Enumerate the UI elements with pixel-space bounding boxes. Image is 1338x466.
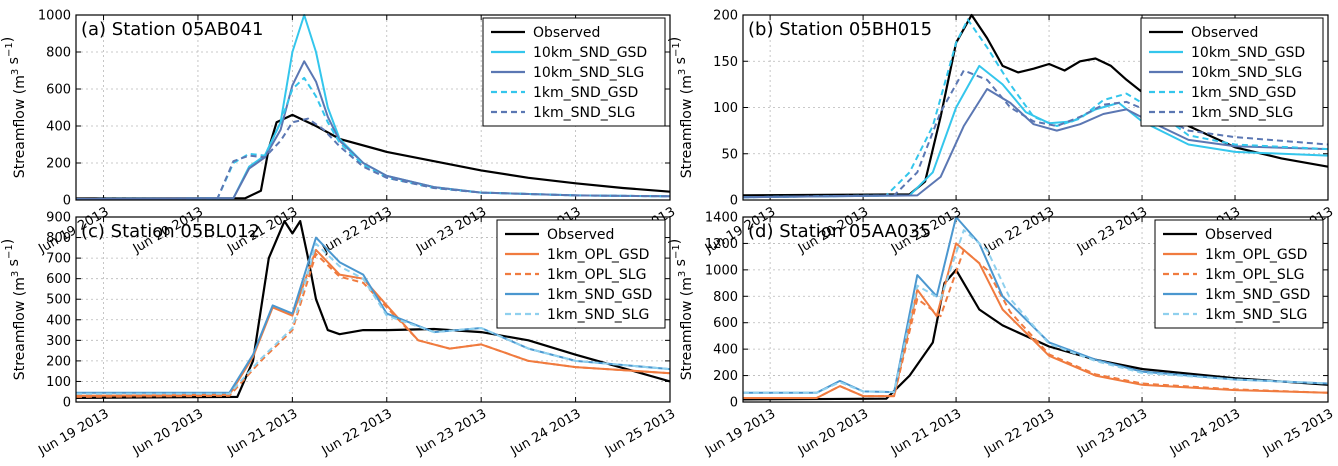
series-line-1km_SND_SLG	[75, 117, 671, 201]
y-tick-label: 0	[63, 396, 71, 411]
y-tick-label: 800	[46, 231, 71, 246]
y-tick-label: 500	[46, 293, 71, 308]
plot-frame	[75, 14, 671, 201]
panel-title: (a) Station 05AB041	[81, 19, 263, 40]
x-tick-label: Jun 24 2013	[1167, 406, 1243, 459]
y-tick-label: 1400	[705, 211, 738, 226]
x-tick-label: Jun 23 2013	[413, 204, 489, 257]
y-tick-label: 150	[713, 55, 738, 70]
legend-label: 1km_SND_GSD	[547, 287, 652, 303]
legend-label: 1km_OPL_SLG	[1205, 267, 1304, 283]
x-tick-label: Jun 25 2013	[602, 406, 678, 459]
legend-label: 10km_SND_GSD	[1191, 45, 1305, 61]
x-tick-label: Jun 22 2013	[981, 406, 1057, 459]
series-line-10km_SND_SLG	[75, 60, 671, 201]
y-tick-label: 50	[721, 147, 738, 162]
y-tick-label: 200	[46, 157, 71, 172]
panel-title: (b) Station 05BH015	[748, 19, 932, 40]
y-axis-label: Streamflow (m3 s−1)	[0, 37, 28, 178]
y-tick-label: 400	[46, 120, 71, 135]
y-tick-label: 600	[46, 83, 71, 98]
y-tick-label: 0	[730, 194, 738, 209]
x-tick-label: Jun 21 2013	[888, 406, 964, 459]
legend-label: 1km_SND_SLG	[533, 105, 635, 121]
legend-label: Observed	[533, 25, 600, 41]
x-tick-label: Jun 21 2013	[224, 406, 300, 459]
legend-label: 1km_OPL_GSD	[1205, 247, 1307, 263]
y-tick-label: 200	[713, 369, 738, 384]
y-tick-label: 0	[63, 194, 71, 209]
y-tick-label: 1000	[38, 9, 71, 24]
y-axis-label: Streamflow (m3 s−1)	[0, 239, 28, 380]
y-tick-label: 600	[713, 316, 738, 331]
legend-label: Observed	[547, 227, 614, 243]
y-tick-label: 900	[46, 211, 71, 226]
x-tick-label: Jun 23 2013	[1074, 406, 1150, 459]
y-axis-label: Streamflow (m3 s−1)	[667, 239, 695, 380]
series-line-1km_SND_SLG	[76, 242, 671, 395]
legend-label: 1km_SND_GSD	[1191, 85, 1296, 101]
y-tick-label: 100	[46, 375, 71, 390]
y-tick-label: 400	[46, 313, 71, 328]
y-tick-label: 1000	[705, 263, 738, 278]
x-tick-label: Jun 19 2013	[35, 406, 111, 459]
series-line-1km_OPL_SLG	[743, 249, 1329, 399]
x-tick-label: Jun 20 2013	[130, 406, 206, 459]
y-tick-label: 200	[46, 354, 71, 369]
series-line-Observed	[742, 268, 1329, 401]
y-tick-label: 0	[730, 396, 738, 411]
legend-label: 1km_SND_SLG	[1205, 307, 1307, 323]
legend-label: Observed	[1191, 25, 1258, 41]
x-tick-label: Jun 22 2013	[981, 204, 1057, 257]
plot-frame	[742, 216, 1329, 403]
x-tick-label: Jun 22 2013	[319, 204, 395, 257]
series-line-10km_SND_SLG	[742, 88, 1329, 199]
legend-label: 1km_OPL_GSD	[547, 247, 649, 263]
x-tick-label: Jun 22 2013	[319, 406, 395, 459]
x-tick-label: Jun 23 2013	[1074, 204, 1150, 257]
legend-label: 1km_SND_GSD	[1205, 287, 1310, 303]
x-tick-label: Jun 23 2013	[413, 406, 489, 459]
y-tick-label: 100	[713, 101, 738, 116]
legend-label: 1km_SND_SLG	[547, 307, 649, 323]
y-tick-label: 600	[46, 272, 71, 287]
panel-title: (d) Station 05AA035	[748, 221, 931, 242]
y-tick-label: 700	[46, 252, 71, 267]
legend-label: Observed	[1205, 227, 1272, 243]
x-tick-label: Jun 20 2013	[795, 406, 871, 459]
legend-label: 1km_SND_GSD	[533, 85, 638, 101]
x-tick-label: Jun 25 2013	[1260, 406, 1336, 459]
legend-label: 10km_SND_SLG	[533, 65, 644, 81]
series-line-Observed	[75, 113, 671, 200]
series-line-Observed	[75, 220, 671, 399]
legend-label: 10km_SND_GSD	[533, 45, 647, 61]
legend-label: 1km_OPL_SLG	[547, 267, 646, 283]
plot-frame	[75, 216, 671, 403]
y-axis-label: Streamflow (m3 s−1)	[667, 37, 695, 178]
y-tick-label: 300	[46, 334, 71, 349]
y-tick-label: 800	[46, 46, 71, 61]
x-tick-label: Jun 24 2013	[507, 406, 583, 459]
series-line-1km_SND_SLG	[743, 229, 1329, 394]
y-tick-label: 1200	[705, 237, 738, 252]
y-tick-label: 200	[713, 9, 738, 24]
y-tick-label: 400	[713, 343, 738, 358]
series-line-1km_SND_GSD	[742, 18, 1329, 199]
legend-label: 1km_SND_SLG	[1191, 105, 1293, 121]
plot-frame	[742, 14, 1329, 201]
series-line-1km_OPL_GSD	[743, 242, 1329, 399]
y-tick-label: 800	[713, 290, 738, 305]
x-tick-label: Jun 19 2013	[702, 406, 778, 459]
legend-label: 10km_SND_SLG	[1191, 65, 1302, 81]
panel-title: (c) Station 05BL012	[81, 221, 260, 242]
